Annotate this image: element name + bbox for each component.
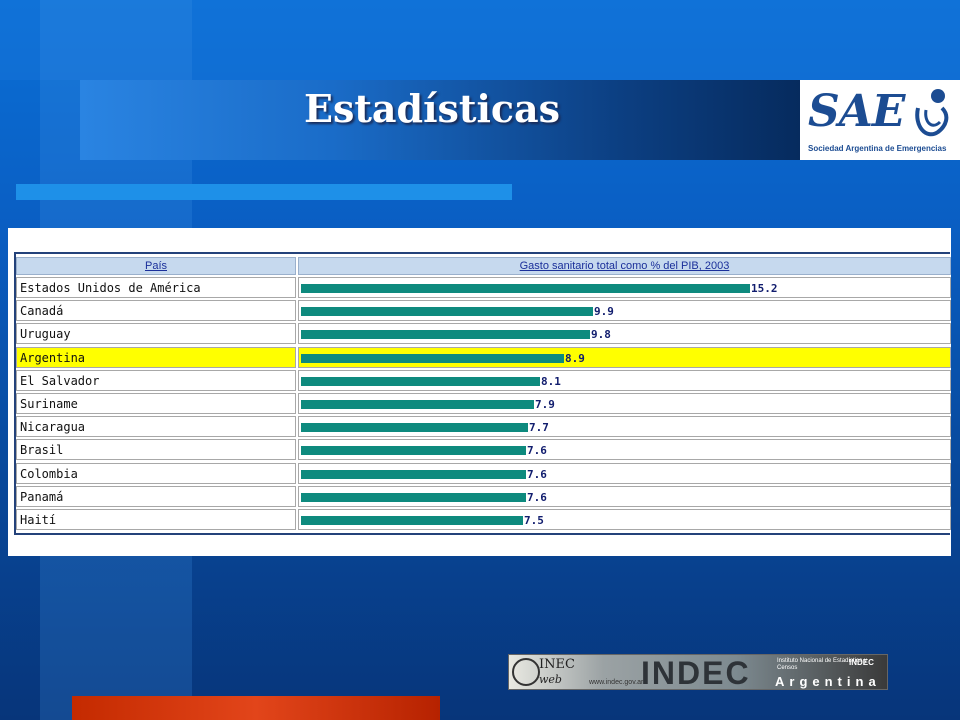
value-cell: 7.6	[298, 486, 951, 507]
country-cell: Brasil	[16, 439, 296, 460]
indec-banner[interactable]: INEC web www.indec.gov.ar INDEC Institut…	[508, 654, 888, 690]
country-label: Argentina	[20, 351, 86, 365]
value-cell: 8.9	[298, 347, 951, 368]
bar-value-label: 7.6	[527, 491, 547, 504]
country-cell: Argentina	[16, 347, 296, 368]
bar-value-label: 9.9	[594, 305, 614, 318]
bar-value-label: 15.2	[751, 282, 778, 295]
top-decor-strip	[0, 0, 960, 80]
bar	[301, 354, 564, 363]
country-label: Suriname	[20, 397, 78, 411]
bar	[301, 284, 750, 293]
value-cell: 7.6	[298, 463, 951, 484]
value-cell: 7.9	[298, 393, 951, 414]
chart-panel: País Gasto sanitario total como % del PI…	[8, 228, 951, 556]
value-cell: 8.1	[298, 370, 951, 391]
sae-logo: SAE Sociedad Argentina de Emergencias	[800, 80, 960, 160]
value-cell: 15.2	[298, 277, 951, 298]
country-label: Brasil	[20, 443, 64, 457]
indec-small-wordmark: INEC	[539, 657, 575, 672]
country-cell: Canadá	[16, 300, 296, 321]
indec-url: www.indec.gov.ar	[589, 679, 644, 686]
country-cell: Suriname	[16, 393, 296, 414]
country-label: Colombia	[20, 467, 78, 481]
country-cell: Uruguay	[16, 323, 296, 344]
title-band	[80, 80, 800, 160]
bar-value-label: 9.8	[591, 328, 611, 341]
bar	[301, 493, 526, 502]
bar-value-label: 8.1	[541, 375, 561, 388]
value-cell: 7.7	[298, 416, 951, 437]
bar-value-label: 7.5	[524, 514, 544, 527]
chart-table: País Gasto sanitario total como % del PI…	[14, 252, 951, 535]
accent-bar	[16, 184, 512, 200]
country-label: Estados Unidos de América	[20, 281, 201, 295]
value-cell: 9.9	[298, 300, 951, 321]
indec-globe-icon	[512, 658, 540, 686]
bar-value-label: 8.9	[565, 352, 585, 365]
page-title: Estadísticas	[304, 86, 561, 131]
indec-web-text: web	[539, 673, 562, 686]
column-header-value[interactable]: Gasto sanitario total como % del PIB, 20…	[298, 257, 951, 275]
country-label: Haití	[20, 513, 57, 527]
value-cell: 9.8	[298, 323, 951, 344]
bar-value-label: 7.7	[529, 421, 549, 434]
country-cell: Estados Unidos de América	[16, 277, 296, 298]
country-cell: Nicaragua	[16, 416, 296, 437]
column-header-country[interactable]: País	[16, 257, 296, 275]
sae-emblem-icon	[915, 89, 949, 137]
indec-tag: INDEC	[849, 658, 874, 667]
country-cell: El Salvador	[16, 370, 296, 391]
bar	[301, 400, 534, 409]
indec-country: Argentina	[775, 674, 881, 689]
sae-subtitle: Sociedad Argentina de Emergencias	[808, 144, 947, 153]
bar-value-label: 7.6	[527, 468, 547, 481]
value-cell: 7.5	[298, 509, 951, 530]
bar	[301, 423, 528, 432]
indec-institute-name: Instituto Nacional de Estadística y Cens…	[777, 658, 868, 671]
country-label: El Salvador	[20, 374, 100, 388]
country-label: Canadá	[20, 304, 64, 318]
country-cell: Colombia	[16, 463, 296, 484]
indec-big-wordmark: INDEC	[641, 655, 751, 690]
sae-wordmark: SAE	[808, 86, 905, 137]
bar	[301, 446, 526, 455]
bar	[301, 377, 540, 386]
bar-value-label: 7.6	[527, 444, 547, 457]
country-label: Uruguay	[20, 327, 71, 341]
country-cell: Panamá	[16, 486, 296, 507]
bar	[301, 307, 593, 316]
value-cell: 7.6	[298, 439, 951, 460]
country-label: Panamá	[20, 490, 64, 504]
country-label: Nicaragua	[20, 420, 86, 434]
bar	[301, 470, 526, 479]
bottom-red-bar	[72, 696, 440, 720]
bar	[301, 330, 590, 339]
country-cell: Haití	[16, 509, 296, 530]
bar	[301, 516, 523, 525]
bar-value-label: 7.9	[535, 398, 555, 411]
